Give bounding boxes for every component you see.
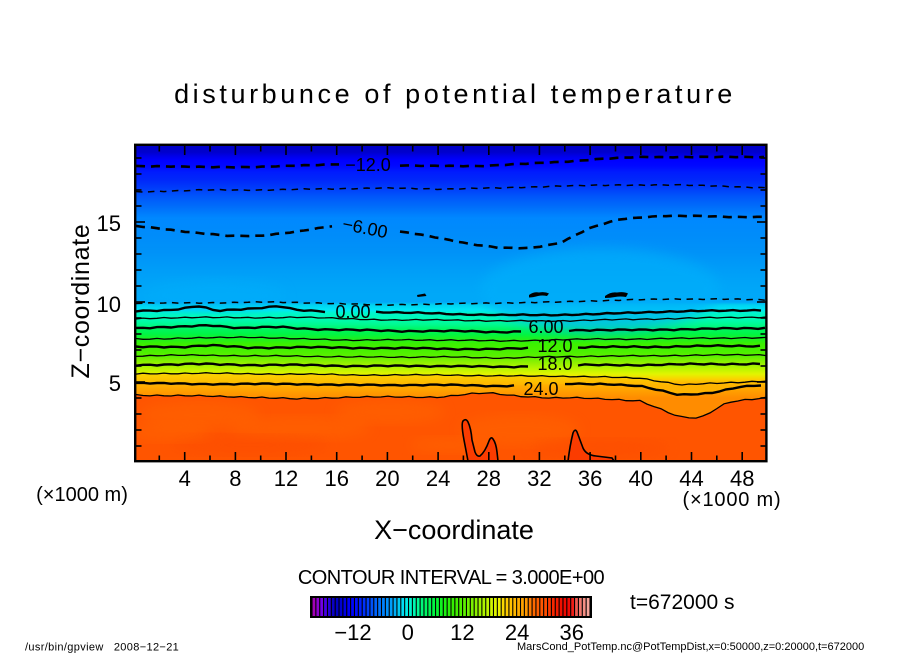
svg-text:24: 24 [426,466,450,491]
svg-text:/usr/bin/gpview 2008−12−21: /usr/bin/gpview 2008−12−21 [25,642,179,654]
svg-text:24.0: 24.0 [523,379,558,399]
svg-text:CONTOUR INTERVAL = 3.000E+00: CONTOUR INTERVAL = 3.000E+00 [298,567,605,589]
svg-text:36: 36 [578,466,602,491]
svg-text:t=672000 s: t=672000 s [630,591,735,614]
svg-text:0: 0 [402,620,414,645]
svg-text:28: 28 [477,466,501,491]
svg-text:18.0: 18.0 [537,354,572,374]
svg-text:10: 10 [97,292,121,317]
svg-text:disturbunce of potential te: disturbunce of potential temperature [174,79,736,109]
svg-text:48: 48 [730,466,754,491]
svg-text:X−coordinate: X−coordinate [374,515,534,545]
svg-text:16: 16 [324,466,348,491]
svg-text:12.0: 12.0 [537,336,572,356]
svg-text:0.00: 0.00 [335,302,370,322]
svg-text:24: 24 [505,620,529,645]
svg-text:(×1000 m): (×1000 m) [683,489,782,511]
svg-text:−12: −12 [334,620,371,645]
svg-text:Z−coordinate: Z−coordinate [67,223,95,378]
svg-text:12: 12 [450,620,474,645]
svg-text:44: 44 [679,466,703,491]
svg-text:20: 20 [375,466,399,491]
svg-text:15: 15 [97,211,121,236]
svg-text:MarsCond_PotTemp.nc@PotTempDis: MarsCond_PotTemp.nc@PotTempDist,x=0:5000… [517,641,864,653]
svg-text:−12.0: −12.0 [345,155,391,175]
svg-text:12: 12 [274,466,298,491]
svg-text:4: 4 [179,466,191,491]
svg-text:32: 32 [527,466,551,491]
svg-text:8: 8 [229,466,241,491]
svg-text:(×1000 m): (×1000 m) [36,484,128,506]
svg-text:40: 40 [629,466,653,491]
svg-text:36: 36 [560,620,584,645]
svg-text:6.00: 6.00 [528,317,563,337]
svg-text:5: 5 [109,371,121,396]
